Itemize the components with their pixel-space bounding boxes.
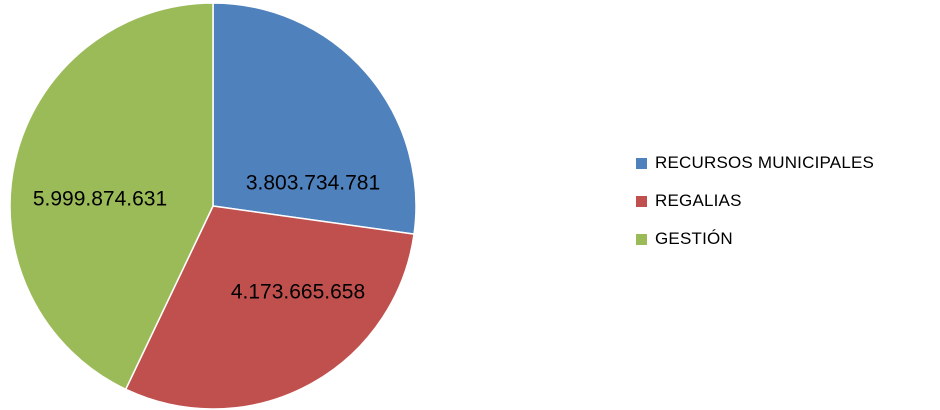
legend-label-1: RECURSOS MUNICIPALES <box>655 153 875 172</box>
pie-data-label-1: 3.803.734.781 <box>246 172 380 195</box>
legend-swatch-2 <box>636 195 647 207</box>
legend-label-2: REGALIAS <box>655 191 742 210</box>
pie-slice-1 <box>212 2 417 235</box>
pie-slices <box>9 2 417 410</box>
legend-item-3: GESTIÓN <box>636 229 874 249</box>
pie-data-label-2: 4.173.665.658 <box>231 281 365 304</box>
legend-label-3: GESTIÓN <box>655 229 733 248</box>
legend-item-1: RECURSOS MUNICIPALES <box>636 153 874 173</box>
pie-slice-2 <box>124 205 415 410</box>
pie-data-labels: 3.803.734.781 4.173.665.658 5.999.874.631 <box>33 172 380 304</box>
chart-legend: RECURSOS MUNICIPALES REGALIAS GESTIÓN <box>636 153 874 267</box>
legend-item-2: REGALIAS <box>636 191 874 211</box>
legend-swatch-1 <box>636 157 647 169</box>
legend-swatch-3 <box>636 233 647 245</box>
pie-slice-3 <box>9 2 214 391</box>
pie-data-label-3: 5.999.874.631 <box>33 188 167 211</box>
